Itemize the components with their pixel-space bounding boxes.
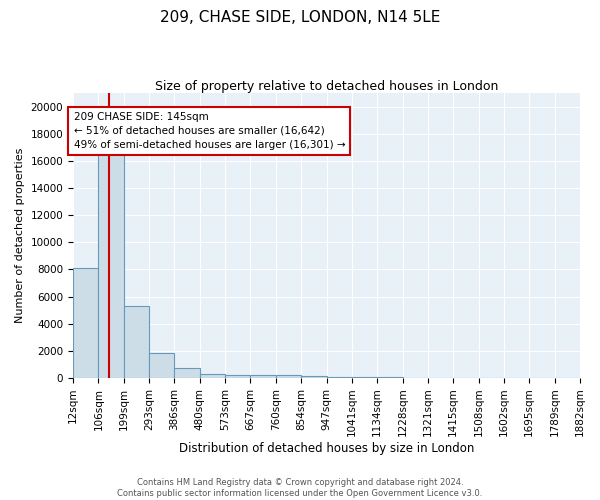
- Bar: [200, 374, 225, 378]
- Bar: [98, 154, 124, 378]
- Bar: [124, 306, 149, 378]
- Y-axis label: Number of detached properties: Number of detached properties: [15, 148, 25, 323]
- Title: Size of property relative to detached houses in London: Size of property relative to detached ho…: [155, 80, 498, 93]
- Bar: [149, 353, 175, 378]
- Text: Contains HM Land Registry data © Crown copyright and database right 2024.
Contai: Contains HM Land Registry data © Crown c…: [118, 478, 482, 498]
- Bar: [225, 375, 250, 378]
- Text: 209, CHASE SIDE, LONDON, N14 5LE: 209, CHASE SIDE, LONDON, N14 5LE: [160, 10, 440, 25]
- Text: 209 CHASE SIDE: 145sqm
← 51% of detached houses are smaller (16,642)
49% of semi: 209 CHASE SIDE: 145sqm ← 51% of detached…: [74, 112, 345, 150]
- X-axis label: Distribution of detached houses by size in London: Distribution of detached houses by size …: [179, 442, 474, 455]
- Bar: [175, 368, 200, 378]
- Bar: [250, 376, 276, 378]
- Bar: [301, 376, 326, 378]
- Bar: [73, 268, 98, 378]
- Bar: [276, 376, 301, 378]
